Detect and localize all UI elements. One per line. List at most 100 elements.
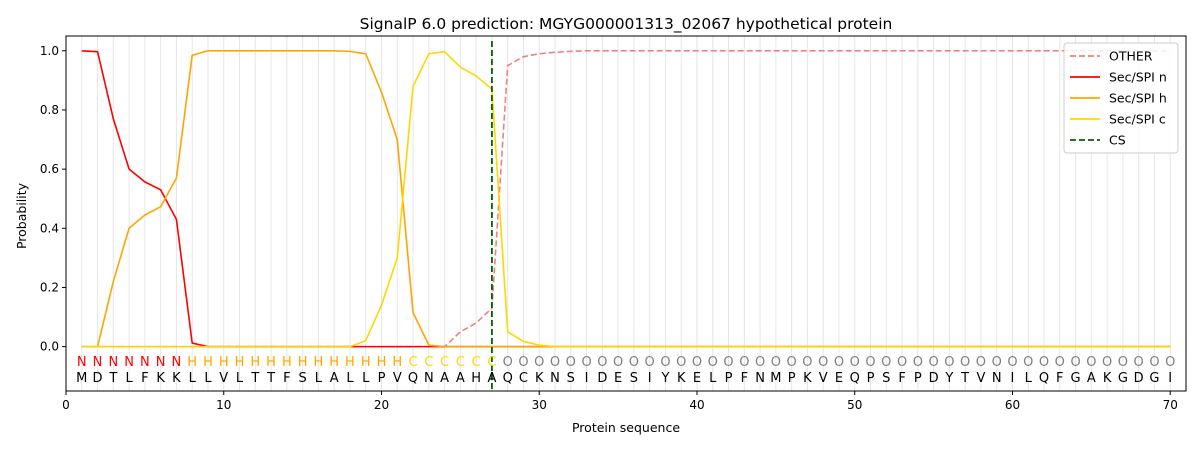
series-line-sec-spi-c: [81, 50, 1171, 348]
x-axis-label: Protein sequence: [572, 420, 680, 435]
residue-label: L: [709, 371, 717, 386]
region-label: H: [345, 355, 355, 370]
region-label: O: [865, 355, 875, 370]
region-label: H: [392, 355, 402, 370]
residue-label: K: [172, 371, 181, 386]
region-label: O: [755, 355, 765, 370]
residue-label: D: [929, 371, 939, 386]
residue-label: G: [1118, 371, 1128, 386]
region-label: H: [282, 355, 292, 370]
region-label: H: [235, 355, 245, 370]
y-tick-label: 0.4: [40, 221, 59, 235]
residue-label: V: [976, 371, 985, 386]
region-label: N: [172, 355, 182, 370]
region-label: O: [976, 355, 986, 370]
region-label: O: [1165, 355, 1175, 370]
legend-label: Sec/SPI c: [1109, 112, 1166, 127]
residue-label: N: [424, 371, 434, 386]
region-label: O: [802, 355, 812, 370]
region-label: O: [723, 355, 733, 370]
y-tick-label: 0.2: [40, 280, 59, 294]
region-label: H: [361, 355, 371, 370]
region-label: O: [534, 355, 544, 370]
residue-label: T: [266, 371, 275, 386]
residue-label: P: [725, 371, 733, 386]
residue-label: A: [1087, 371, 1096, 386]
residue-label: G: [1149, 371, 1159, 386]
x-tick-label: 50: [847, 398, 862, 412]
residue-label: E: [693, 371, 701, 386]
region-label: N: [140, 355, 150, 370]
x-tick-label: 30: [532, 398, 547, 412]
region-label: O: [818, 355, 828, 370]
residue-label: L: [362, 371, 370, 386]
residue-label: C: [519, 371, 528, 386]
region-label: O: [660, 355, 670, 370]
y-tick-label: 0.6: [40, 162, 59, 176]
residue-label: A: [456, 371, 465, 386]
region-label: O: [645, 355, 655, 370]
residue-label: Q: [850, 371, 860, 386]
region-label: O: [518, 355, 528, 370]
residue-label: E: [614, 371, 622, 386]
residue-label: N: [755, 371, 765, 386]
residue-label: G: [1071, 371, 1081, 386]
region-label: O: [881, 355, 891, 370]
region-label: H: [314, 355, 324, 370]
residue-label: F: [1056, 371, 1063, 386]
region-label: O: [503, 355, 513, 370]
residue-label: A: [487, 371, 496, 386]
region-label: C: [472, 355, 481, 370]
region-label: O: [597, 355, 607, 370]
x-tick-label: 10: [216, 398, 231, 412]
region-label: O: [1134, 355, 1144, 370]
grid-layer: [81, 36, 1171, 391]
region-label: H: [298, 355, 308, 370]
region-label: O: [787, 355, 797, 370]
residue-label: K: [1103, 371, 1112, 386]
y-tick-label: 0.8: [40, 103, 59, 117]
region-label: O: [913, 355, 923, 370]
region-label: O: [960, 355, 970, 370]
y-axis-label: Probability: [14, 182, 29, 249]
plot-frame: [65, 35, 1187, 392]
region-label: O: [1118, 355, 1128, 370]
region-label: O: [566, 355, 576, 370]
residue-label: N: [992, 371, 1002, 386]
residue-label: P: [867, 371, 875, 386]
residue-label: A: [330, 371, 339, 386]
region-label: H: [250, 355, 260, 370]
residue-label: S: [882, 371, 890, 386]
residue-label: V: [393, 371, 402, 386]
region-label: H: [377, 355, 387, 370]
region-label: O: [834, 355, 844, 370]
region-label: H: [266, 355, 276, 370]
residue-label: N: [550, 371, 560, 386]
residue-label: D: [93, 371, 103, 386]
region-label: O: [676, 355, 686, 370]
region-label: O: [771, 355, 781, 370]
region-label: C: [440, 355, 449, 370]
residue-label: D: [1134, 371, 1144, 386]
residue-label: L: [189, 371, 197, 386]
residue-label: F: [283, 371, 290, 386]
residue-label: S: [630, 371, 638, 386]
residue-label: L: [125, 371, 133, 386]
region-label: O: [739, 355, 749, 370]
region-label: O: [1149, 355, 1159, 370]
region-label: O: [692, 355, 702, 370]
legend: OTHER Sec/SPI n Sec/SPI h Sec/SPI c CS: [1063, 42, 1179, 154]
y-axis-ticks: 0.0 0.2 0.4 0.6 0.8 1.0: [40, 44, 66, 354]
region-label: C: [456, 355, 465, 370]
series-line-sec-spi-h: [81, 49, 1171, 348]
region-label: N: [77, 355, 87, 370]
residue-label: L: [346, 371, 354, 386]
residue-label: I: [1168, 371, 1172, 386]
x-tick-label: 60: [1005, 398, 1020, 412]
series-line-other: [81, 49, 1171, 348]
residue-label: P: [914, 371, 922, 386]
residue-label: K: [677, 371, 686, 386]
residue-label: F: [141, 371, 148, 386]
region-label: H: [203, 355, 213, 370]
x-tick-label: 0: [62, 398, 70, 412]
